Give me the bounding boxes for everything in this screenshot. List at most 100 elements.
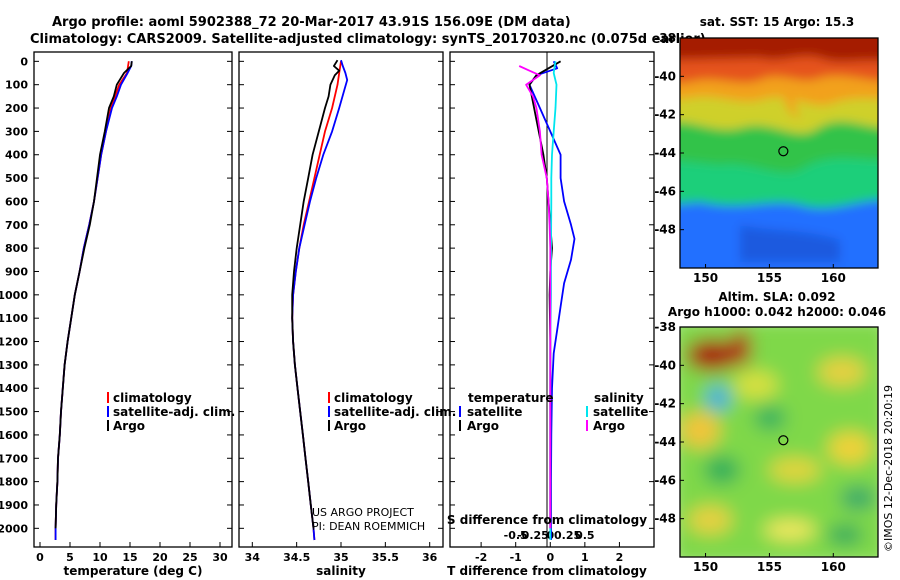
map-x-tick-label: 150 [693,271,718,285]
map-y-tick-label: -42 [654,397,676,411]
x-tick-label: 25 [182,551,197,564]
legend-argo-label: Argo [113,419,145,433]
depth-axis: 0 100 200 300 400 500 600 700 800 900 1000 1100 1200… [0,55,654,535]
temperature-legend: climatology satellite-adj. clim. Argo [107,391,235,433]
legend-s-satellite-label: satellite [593,405,648,419]
x-tick-label: 15 [122,551,137,564]
legend-climatology-label: climatology [334,391,413,405]
map-x-tick-label: 155 [757,560,782,574]
depth-tick-label: 1200 [0,336,28,349]
map-x-tick-label: 160 [821,560,846,574]
difference-series [518,60,576,540]
s-difference-xlabel: S difference from climatology [447,513,647,527]
legend-t-satellite-label: satellite [467,405,522,419]
difference-panel-frame [449,51,655,548]
depth-tick-label: 1400 [0,382,28,395]
depth-tick-label: 700 [5,219,28,232]
difference-legend-temperature: temperature satellite Argo [459,391,553,433]
x-tick-label: -1 [510,551,522,564]
x-tick-label: 2 [616,551,624,564]
depth-tick-label: 1700 [0,452,28,465]
argo-position-marker [778,435,789,446]
legend-climatology-label: climatology [113,391,192,405]
temperature-axis: 0 5 10 15 20 25 30 [36,542,228,564]
sst-map-title: sat. SST: 15 Argo: 15.3 [700,15,854,29]
legend-satellite-label: satellite-adj. clim. [334,405,456,419]
depth-tick-label: 800 [5,242,28,255]
s-tick-label: 0.25 [554,529,581,542]
temperature-panel-frame [33,51,233,548]
map-y-tick-label: -44 [654,146,676,160]
project-credit: US ARGO PROJECT [312,506,414,519]
depth-tick-label: 1300 [0,359,28,372]
depth-tick-label: 1000 [0,289,28,302]
sst-map-axes: 150 155 160 -38 -40 -42 -44 -46 -48 [654,31,846,285]
x-tick-label: 1 [581,551,589,564]
legend-s-argo-label: Argo [593,419,625,433]
map-y-tick-label: -38 [654,320,676,334]
series-line-salinity-argo [518,65,552,529]
sla-map-subtitle: Argo h1000: 0.042 h2000: 0.046 [668,305,886,319]
title-line-2: Climatology: CARS2009. Satellite-adjuste… [30,32,706,47]
legend-temperature-title: temperature [468,391,553,405]
temperature-xlabel: temperature (deg C) [64,564,203,578]
map-y-tick-label: -46 [654,184,676,198]
depth-tick-label: 1100 [0,312,28,325]
temperature-series [54,61,133,540]
map-x-tick-label: 160 [821,271,846,285]
map-y-tick-label: -44 [654,435,676,449]
depth-tick-label: 500 [5,172,28,185]
x-tick-label: 35 [333,551,348,564]
sla-map [680,327,878,557]
legend-salinity-title: salinity [594,391,644,405]
salinity-legend: climatology satellite-adj. clim. Argo [328,391,456,433]
sla-map-title: Altim. SLA: 0.092 [718,290,835,304]
s-tick-label: -0.5 [504,529,528,542]
legend-argo-label: Argo [334,419,366,433]
depth-tick-label: 1600 [0,429,28,442]
map-y-tick-label: -42 [654,108,676,122]
x-tick-label: 0 [36,551,44,564]
depth-tick-label: 2000 [0,522,28,535]
depth-tick-label: 1900 [0,499,28,512]
sla-map-axes: 150 155 160 -38 -40 -42 -44 -46 -48 [654,320,846,574]
x-tick-label: 34 [245,551,261,564]
series-line-argo [291,59,341,529]
map-x-tick-label: 155 [757,271,782,285]
depth-tick-label: 300 [5,125,28,138]
legend-t-argo-label: Argo [467,419,499,433]
salinity-series [291,59,349,541]
title-line-1: Argo profile: aoml 5902388_72 20-Mar-201… [52,15,571,30]
x-tick-label: 10 [92,551,108,564]
t-difference-xlabel: T difference from climatology [447,564,647,578]
map-y-tick-label: -48 [654,223,676,237]
x-tick-label: 0 [546,551,554,564]
x-tick-label: 36 [422,551,438,564]
series-line-argo [54,61,133,529]
x-tick-label: 30 [212,551,228,564]
depth-tick-label: 200 [5,102,28,115]
map-y-tick-label: -38 [654,31,676,45]
map-y-tick-label: -48 [654,512,676,526]
map-y-tick-label: -40 [654,358,676,372]
depth-tick-label: 1800 [0,476,28,489]
x-tick-label: 5 [66,551,74,564]
salinity-axis: 34 34.5 35 35.5 36 [245,542,438,564]
depth-tick-label: 400 [5,149,28,162]
salinity-panel-frame [238,51,444,548]
depth-tick-label: 900 [5,265,28,278]
salinity-xlabel: salinity [316,564,366,578]
map-y-tick-label: -46 [654,473,676,487]
sst-map [680,38,878,268]
depth-tick-label: 100 [5,79,28,92]
x-tick-label: 20 [152,551,168,564]
pi-credit: PI: DEAN ROEMMICH [312,520,425,533]
x-tick-label: -2 [475,551,487,564]
imos-credit: ©IMOS 12-Dec-2018 20:20:19 [882,385,895,552]
s-tick-label: 0.5 [575,529,595,542]
difference-axis: -2 -1 0 1 2-0.5-0.250 0.250.5 [475,529,623,564]
map-x-tick-label: 150 [693,560,718,574]
map-y-tick-label: -40 [654,69,676,83]
depth-tick-label: 600 [5,195,28,208]
